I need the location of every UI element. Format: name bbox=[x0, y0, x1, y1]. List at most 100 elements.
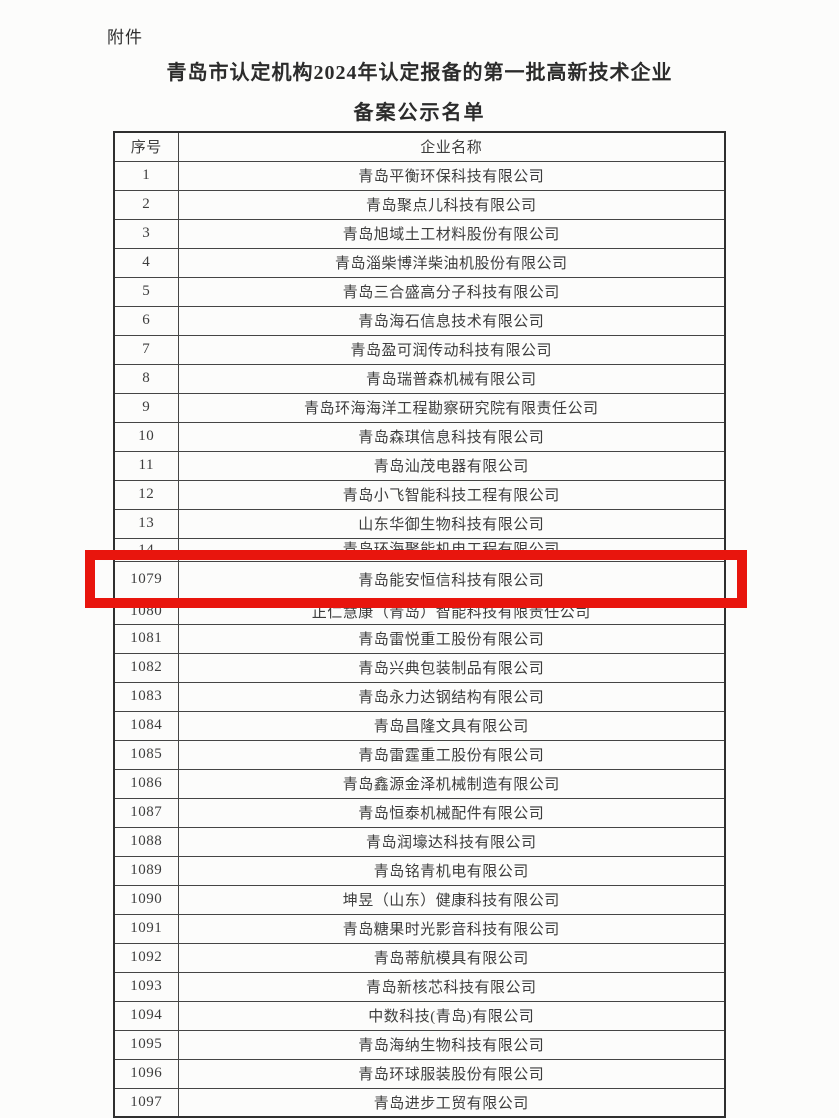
row-number-cell: 1086 bbox=[113, 768, 179, 799]
company-table: 序号 企业名称 1 青岛平衡环保科技有限公司 2 青岛聚点儿科技有限公司 3 青… bbox=[113, 131, 726, 1118]
company-name-cell: 青岛鑫源金泽机械制造有限公司 bbox=[177, 768, 726, 799]
table-row: 1081 青岛雷悦重工股份有限公司 bbox=[113, 623, 726, 654]
company-name-cell: 青岛昌隆文具有限公司 bbox=[177, 710, 726, 741]
row-number-cell: 3 bbox=[113, 218, 179, 249]
company-name-cell: 青岛恒泰机械配件有限公司 bbox=[177, 797, 726, 828]
row-number-cell: 1087 bbox=[113, 797, 179, 828]
company-name-cell: 青岛铭青机电有限公司 bbox=[177, 855, 726, 886]
company-name-cell: 山东华御生物科技有限公司 bbox=[177, 508, 726, 539]
company-name-cell: 坤昱（山东）健康科技有限公司 bbox=[177, 884, 726, 915]
company-name-cell: 青岛雷悦重工股份有限公司 bbox=[177, 623, 726, 654]
company-name-cell: 青岛永力达钢结构有限公司 bbox=[177, 681, 726, 712]
table-row: 9 青岛环海海洋工程勘察研究院有限责任公司 bbox=[113, 392, 726, 423]
row-number-cell: 1094 bbox=[113, 1000, 179, 1031]
company-name-cell: 青岛糖果时光影音科技有限公司 bbox=[177, 913, 726, 944]
company-name-cell: 青岛旭域土工材料股份有限公司 bbox=[177, 218, 726, 249]
table-row: 2 青岛聚点儿科技有限公司 bbox=[113, 189, 726, 220]
table-row: 1085 青岛雷霆重工股份有限公司 bbox=[113, 739, 726, 770]
document-subtitle: 备案公示名单 bbox=[353, 102, 486, 124]
table-row: 7 青岛盈可润传动科技有限公司 bbox=[113, 334, 726, 365]
table-row: 1093 青岛新核芯科技有限公司 bbox=[113, 971, 726, 1002]
table-row: 8 青岛瑞普森机械有限公司 bbox=[113, 363, 726, 394]
row-number-cell: 1089 bbox=[113, 855, 179, 886]
table-row: 13 山东华御生物科技有限公司 bbox=[113, 508, 726, 539]
row-number-cell: 1092 bbox=[113, 942, 179, 973]
company-name-cell: 青岛雷霆重工股份有限公司 bbox=[177, 739, 726, 770]
company-name-cell: 青岛新核芯科技有限公司 bbox=[177, 971, 726, 1002]
table-row: 5 青岛三合盛高分子科技有限公司 bbox=[113, 276, 726, 307]
table-row: 1097 青岛进步工贸有限公司 bbox=[113, 1087, 726, 1118]
company-name-cell: 青岛汕茂电器有限公司 bbox=[177, 450, 726, 481]
row-number-cell: 12 bbox=[113, 479, 179, 510]
table-row: 1089 青岛铭青机电有限公司 bbox=[113, 855, 726, 886]
row-number-cell: 5 bbox=[113, 276, 179, 307]
table-row: 1082 青岛兴典包装制品有限公司 bbox=[113, 652, 726, 683]
company-name-cell: 青岛瑞普森机械有限公司 bbox=[177, 363, 726, 394]
row-number-cell: 2 bbox=[113, 189, 179, 220]
row-number-cell: 1082 bbox=[113, 652, 179, 683]
company-name-cell: 青岛三合盛高分子科技有限公司 bbox=[177, 276, 726, 307]
table-row: 1087 青岛恒泰机械配件有限公司 bbox=[113, 797, 726, 828]
table-row: 12 青岛小飞智能科技工程有限公司 bbox=[113, 479, 726, 510]
attachment-label: 附件 bbox=[107, 28, 143, 47]
header-row: 序号 企业名称 bbox=[113, 131, 726, 162]
table-row: 1083 青岛永力达钢结构有限公司 bbox=[113, 681, 726, 712]
row-number-cell: 1090 bbox=[113, 884, 179, 915]
row-number-cell: 1088 bbox=[113, 826, 179, 857]
row-number-cell: 1085 bbox=[113, 739, 179, 770]
row-number-cell: 1096 bbox=[113, 1058, 179, 1089]
company-name-cell: 青岛润壕达科技有限公司 bbox=[177, 826, 726, 857]
table-row: 10 青岛森琪信息科技有限公司 bbox=[113, 421, 726, 452]
company-table-head: 序号 企业名称 bbox=[113, 131, 726, 162]
table-row: 1092 青岛蒂航模具有限公司 bbox=[113, 942, 726, 973]
company-name-cell: 青岛小飞智能科技工程有限公司 bbox=[177, 479, 726, 510]
table-row: 1091 青岛糖果时光影音科技有限公司 bbox=[113, 913, 726, 944]
row-number-cell: 11 bbox=[113, 450, 179, 481]
row-number-cell: 1095 bbox=[113, 1029, 179, 1060]
row-number-cell: 7 bbox=[113, 334, 179, 365]
table-row: 11 青岛汕茂电器有限公司 bbox=[113, 450, 726, 481]
table-row: 1086 青岛鑫源金泽机械制造有限公司 bbox=[113, 768, 726, 799]
row-number-cell: 4 bbox=[113, 247, 179, 278]
table-row: 1079 青岛能安恒信科技有限公司 bbox=[113, 560, 726, 599]
row-number-cell: 1084 bbox=[113, 710, 179, 741]
highlight-box bbox=[85, 550, 747, 608]
table-row: 4 青岛淄柴博洋柴油机股份有限公司 bbox=[113, 247, 726, 278]
company-name-cell: 青岛进步工贸有限公司 bbox=[177, 1087, 726, 1118]
company-name-cell: 中数科技(青岛)有限公司 bbox=[177, 1000, 726, 1031]
document-title: 青岛市认定机构2024年认定报备的第一批高新技术企业 bbox=[166, 62, 673, 84]
row-number-cell: 6 bbox=[113, 305, 179, 336]
company-name-cell: 青岛环球服装股份有限公司 bbox=[177, 1058, 726, 1089]
company-name-cell: 青岛盈可润传动科技有限公司 bbox=[177, 334, 726, 365]
company-name-cell: 青岛海纳生物科技有限公司 bbox=[177, 1029, 726, 1060]
company-name-cell: 青岛环海海洋工程勘察研究院有限责任公司 bbox=[177, 392, 726, 423]
row-number-cell: 1 bbox=[113, 160, 179, 191]
row-number-cell: 13 bbox=[113, 508, 179, 539]
row-number-cell: 1081 bbox=[113, 623, 179, 654]
row-number-cell: 1091 bbox=[113, 913, 179, 944]
table-row: 1095 青岛海纳生物科技有限公司 bbox=[113, 1029, 726, 1060]
row-number-cell: 10 bbox=[113, 421, 179, 452]
company-name-cell: 青岛海石信息技术有限公司 bbox=[177, 305, 726, 336]
company-name-cell: 青岛能安恒信科技有限公司 bbox=[177, 560, 726, 599]
company-name-cell: 青岛聚点儿科技有限公司 bbox=[177, 189, 726, 220]
company-table-body: 1 青岛平衡环保科技有限公司 2 青岛聚点儿科技有限公司 3 青岛旭域土工材料股… bbox=[113, 160, 726, 1118]
column-header-no: 序号 bbox=[113, 131, 179, 162]
table-row: 1090 坤昱（山东）健康科技有限公司 bbox=[113, 884, 726, 915]
table-row: 1 青岛平衡环保科技有限公司 bbox=[113, 160, 726, 191]
company-name-cell: 青岛森琪信息科技有限公司 bbox=[177, 421, 726, 452]
company-name-cell: 青岛兴典包装制品有限公司 bbox=[177, 652, 726, 683]
company-name-cell: 青岛蒂航模具有限公司 bbox=[177, 942, 726, 973]
table-row: 1094 中数科技(青岛)有限公司 bbox=[113, 1000, 726, 1031]
company-name-cell: 青岛淄柴博洋柴油机股份有限公司 bbox=[177, 247, 726, 278]
row-number-cell: 9 bbox=[113, 392, 179, 423]
column-header-name: 企业名称 bbox=[177, 131, 726, 162]
table-row: 6 青岛海石信息技术有限公司 bbox=[113, 305, 726, 336]
table-row: 1088 青岛润壕达科技有限公司 bbox=[113, 826, 726, 857]
row-number-cell: 1097 bbox=[113, 1087, 179, 1118]
table-row: 1084 青岛昌隆文具有限公司 bbox=[113, 710, 726, 741]
table-row: 1096 青岛环球服装股份有限公司 bbox=[113, 1058, 726, 1089]
row-number-cell: 1083 bbox=[113, 681, 179, 712]
table-row: 3 青岛旭域土工材料股份有限公司 bbox=[113, 218, 726, 249]
row-number-cell: 1093 bbox=[113, 971, 179, 1002]
